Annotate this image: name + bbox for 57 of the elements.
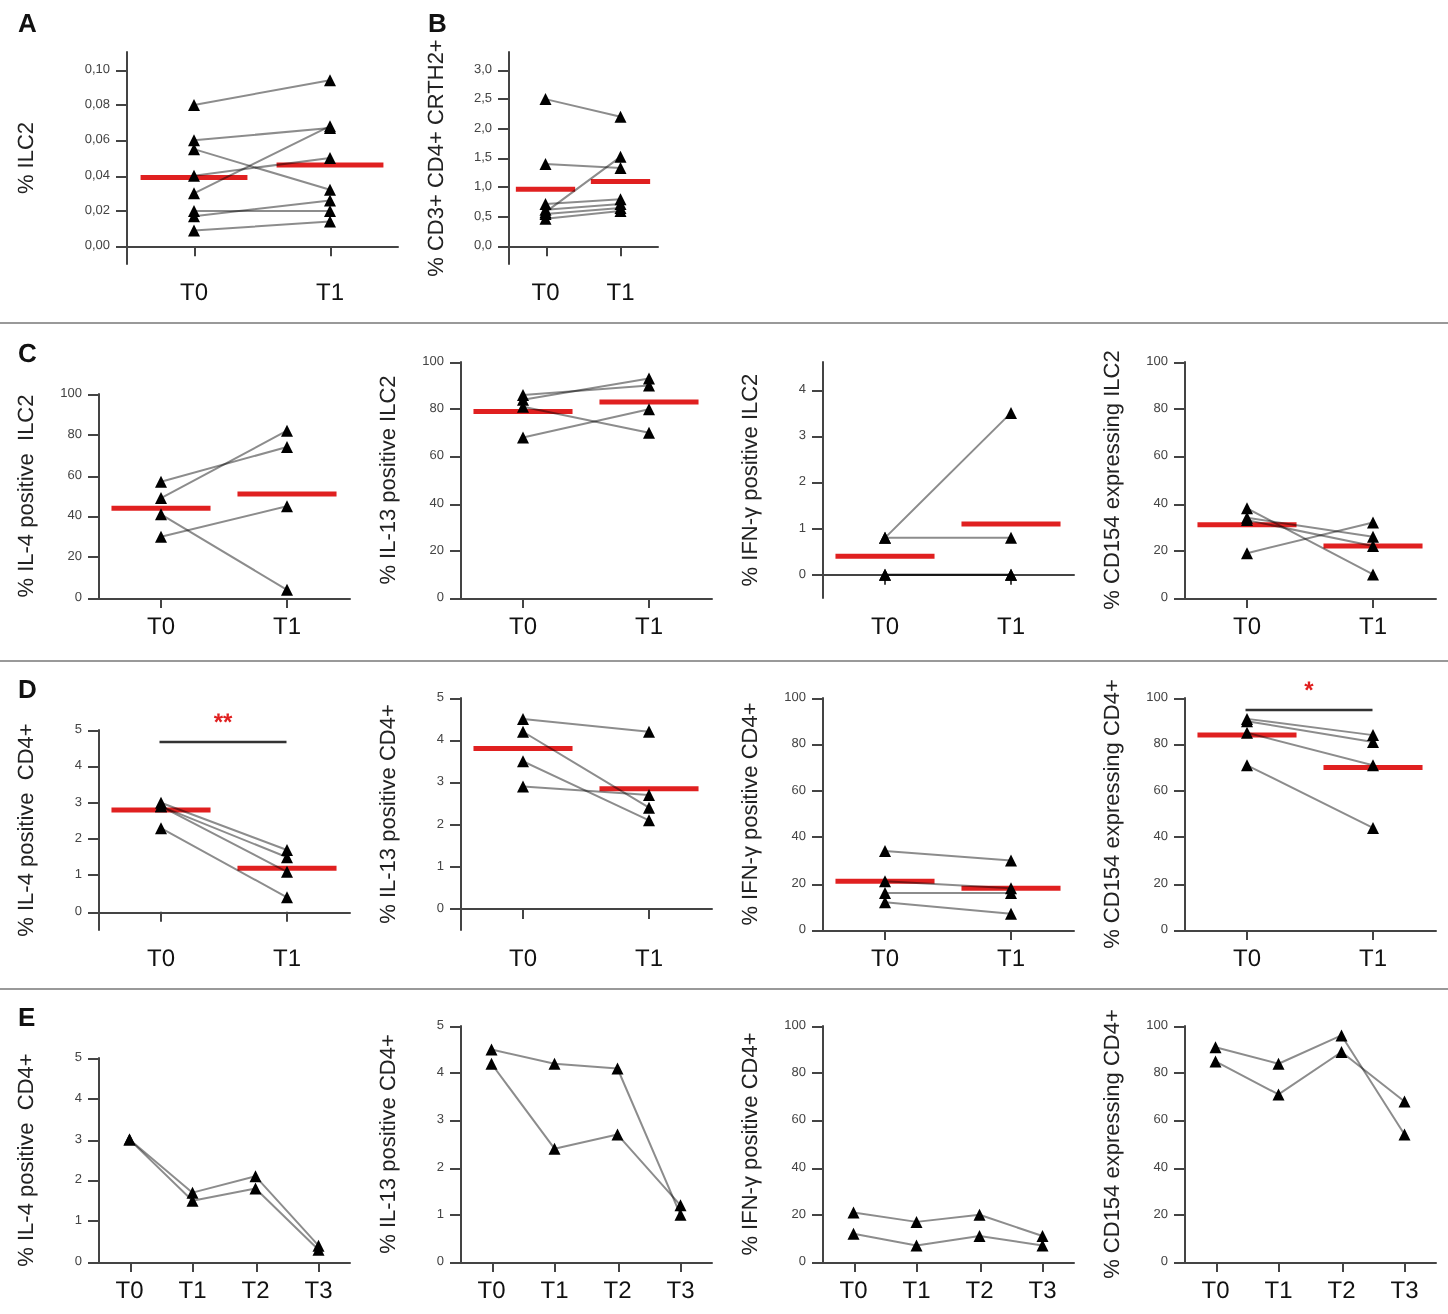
x-tick-label: T0: [1201, 1276, 1231, 1304]
y-axis-title: % IFN-γ positive ILC2: [739, 373, 763, 587]
x-tick-label: T0: [146, 944, 176, 972]
x-tick-label: T1: [178, 1276, 208, 1304]
x-tick-label: T1: [272, 944, 302, 972]
annotation: *: [1304, 676, 1315, 704]
x-tick-label: T2: [1327, 1276, 1357, 1304]
y-axis-title: % IFN-γ positive CD4+: [739, 702, 763, 926]
x-tick-label: T1: [1264, 1276, 1294, 1304]
x-tick-label: T0: [870, 612, 900, 640]
y-axis-title: % IL-4 positive CD4+: [15, 723, 39, 937]
x-tick-label: T1: [634, 944, 664, 972]
y-axis-title: % IL-13 positive CD4+: [377, 704, 401, 924]
x-tick-label: T0: [508, 612, 538, 640]
chart-title: B: [428, 8, 447, 38]
x-tick-label: T0: [115, 1276, 145, 1304]
chart-title: A: [18, 8, 38, 38]
x-tick-label: T3: [1028, 1276, 1058, 1304]
y-axis-title: % CD3+ CD4+ CRTH2+: [425, 39, 449, 277]
x-tick-label: T1: [272, 612, 302, 640]
chart-title: E: [18, 1002, 36, 1032]
x-tick-label: T0: [179, 278, 209, 306]
x-tick-label: T0: [1232, 612, 1262, 640]
chart-title: D: [18, 674, 37, 704]
x-tick-label: T1: [996, 944, 1026, 972]
y-axis-title: % IL-13 positive CD4+: [377, 1034, 401, 1254]
x-tick-label: T0: [1232, 944, 1262, 972]
x-tick-label: T1: [902, 1276, 932, 1304]
annotation: **: [213, 708, 233, 736]
x-tick-label: T1: [540, 1276, 570, 1304]
x-tick-label: T2: [241, 1276, 271, 1304]
x-tick-label: T3: [304, 1276, 334, 1304]
x-tick-label: T1: [996, 612, 1026, 640]
y-axis-title: % IL-4 positive CD4+: [15, 1053, 39, 1267]
y-axis-title: % IFN-γ positive CD4+: [739, 1032, 763, 1256]
x-tick-label: T1: [315, 278, 345, 306]
y-axis-title: % IL-4 positive ILC2: [15, 394, 39, 598]
x-tick-label: T0: [146, 612, 176, 640]
x-tick-label: T2: [965, 1276, 995, 1304]
y-axis-title: % CD154 expressing CD4+: [1101, 679, 1125, 949]
x-tick-label: T1: [634, 612, 664, 640]
x-tick-label: T0: [508, 944, 538, 972]
y-axis-title: % IL-13 positive ILC2: [377, 375, 401, 585]
x-tick-label: T2: [603, 1276, 633, 1304]
x-tick-label: T1: [606, 278, 636, 306]
y-axis-title: % ILC2: [15, 121, 39, 195]
x-tick-label: T0: [870, 944, 900, 972]
x-tick-label: T1: [1358, 612, 1388, 640]
x-tick-label: T0: [839, 1276, 869, 1304]
x-tick-label: T0: [477, 1276, 507, 1304]
x-tick-label: T3: [1390, 1276, 1420, 1304]
x-tick-label: T0: [531, 278, 561, 306]
x-tick-label: T3: [666, 1276, 696, 1304]
y-axis-title: % CD154 expressing CD4+: [1101, 1009, 1125, 1279]
chart-title: C: [18, 338, 38, 368]
y-axis-title: % CD154 expressing ILC2: [1101, 350, 1125, 610]
x-tick-label: T1: [1358, 944, 1388, 972]
